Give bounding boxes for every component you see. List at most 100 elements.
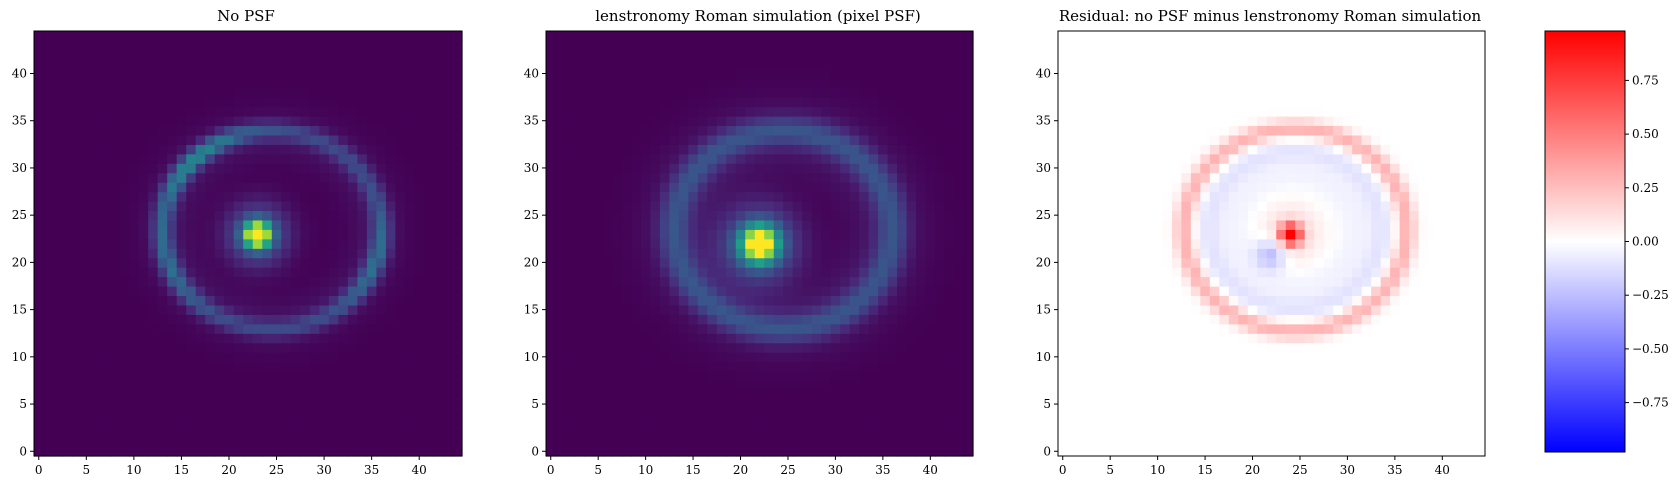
heatmap-cell <box>1247 323 1258 334</box>
heatmap-cell <box>546 191 557 202</box>
heatmap-cell <box>91 352 102 363</box>
heatmap-cell <box>897 323 908 334</box>
heatmap-cell <box>1390 333 1401 344</box>
heatmap-cell <box>678 276 689 287</box>
heatmap-cell <box>878 59 889 70</box>
heatmap-cell <box>53 333 64 344</box>
heatmap-cell <box>72 116 83 127</box>
heatmap-cell <box>414 437 425 448</box>
heatmap-cell <box>669 163 680 174</box>
heatmap-cell <box>688 97 699 108</box>
heatmap-cell <box>906 276 917 287</box>
heatmap-cell <box>631 68 642 79</box>
heatmap-cell <box>72 352 83 363</box>
heatmap-cell <box>792 144 803 155</box>
heatmap-cell <box>1200 333 1211 344</box>
heatmap-cell <box>167 210 178 221</box>
heatmap-cell <box>935 267 946 278</box>
heatmap-cell <box>176 116 187 127</box>
heatmap-cell <box>43 295 54 306</box>
heatmap-cell <box>745 153 756 164</box>
heatmap-cell <box>792 371 803 382</box>
heatmap-cell <box>347 352 358 363</box>
heatmap-cell <box>290 182 301 193</box>
heatmap-cell <box>186 408 197 419</box>
heatmap-cell <box>205 219 216 230</box>
heatmap-cell <box>707 210 718 221</box>
heatmap-cell <box>868 418 879 429</box>
heatmap-cell <box>224 210 235 221</box>
heatmap-cell <box>157 97 168 108</box>
heatmap-cell <box>262 134 273 145</box>
heatmap-cell <box>754 144 765 155</box>
heatmap-cell <box>243 201 254 212</box>
heatmap-cell <box>764 78 775 89</box>
heatmap-cell <box>631 238 642 249</box>
heatmap-cell <box>452 446 463 457</box>
heatmap-cell <box>53 295 64 306</box>
heatmap-cell <box>859 163 870 174</box>
heatmap-cell <box>564 163 576 174</box>
heatmap-cell <box>583 352 595 363</box>
heatmap-cell <box>328 418 339 429</box>
heatmap-cell <box>916 361 927 372</box>
heatmap-cell <box>385 371 397 382</box>
heatmap-cell <box>328 342 339 353</box>
heatmap-cell <box>1304 361 1315 372</box>
heatmap-cell <box>442 352 454 363</box>
heatmap-cell <box>726 144 737 155</box>
heatmap-cell <box>878 276 889 287</box>
heatmap-cell <box>157 153 168 164</box>
heatmap-cell <box>735 295 746 306</box>
heatmap-cell <box>621 437 632 448</box>
heatmap-cell <box>659 446 670 457</box>
heatmap-cell <box>243 333 254 344</box>
heatmap-cell <box>119 248 130 259</box>
heatmap-cell <box>176 352 187 363</box>
heatmap-cell <box>119 49 130 60</box>
heatmap-cell <box>148 399 159 410</box>
heatmap-cell <box>640 408 651 419</box>
heatmap-cell <box>707 40 718 51</box>
heatmap-cell <box>1209 323 1220 334</box>
heatmap-cell <box>110 68 121 79</box>
heatmap-cell <box>338 144 349 155</box>
heatmap-cell <box>688 49 699 60</box>
heatmap-cell <box>252 304 263 315</box>
heatmap-cell <box>1361 399 1372 410</box>
heatmap-cell <box>1076 304 1088 315</box>
heatmap-cell <box>811 210 822 221</box>
heatmap-cell <box>1342 389 1353 400</box>
heatmap-cell <box>745 248 756 259</box>
heatmap-cell <box>338 352 349 363</box>
heatmap-cell <box>1114 371 1126 382</box>
heatmap-cell <box>271 191 282 202</box>
heatmap-cell <box>433 389 444 400</box>
heatmap-cell <box>110 267 121 278</box>
heatmap-cell <box>442 286 454 297</box>
heatmap-cell <box>830 78 841 89</box>
heatmap-cell <box>631 229 642 240</box>
heatmap-cell <box>583 125 595 136</box>
heatmap-cell <box>357 248 368 259</box>
heatmap-cell <box>792 437 803 448</box>
heatmap-cell <box>271 248 282 259</box>
heatmap-cell <box>1314 276 1325 287</box>
heatmap-cell <box>271 172 282 183</box>
heatmap-cell <box>754 352 765 363</box>
heatmap-cell <box>897 153 908 164</box>
heatmap-cell <box>564 323 576 334</box>
heatmap-cell <box>366 116 377 127</box>
heatmap-cell <box>423 257 435 268</box>
heatmap-cell <box>34 446 45 457</box>
heatmap-cell <box>963 361 974 372</box>
heatmap-cell <box>954 295 965 306</box>
heatmap-cell <box>593 116 604 127</box>
heatmap-cell <box>935 248 946 259</box>
heatmap-cell <box>1133 427 1144 438</box>
heatmap-cell <box>433 172 444 183</box>
heatmap-cell <box>148 182 159 193</box>
heatmap-cell <box>764 40 775 51</box>
heatmap-cell <box>376 78 387 89</box>
heatmap-cell <box>1399 276 1410 287</box>
